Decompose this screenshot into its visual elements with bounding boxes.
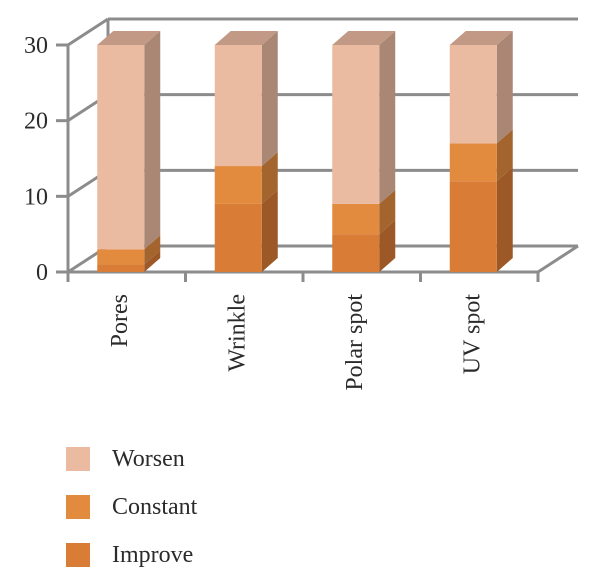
bar-wrinkle-improve — [214, 189, 278, 272]
y-tick-label-0: 0 — [36, 260, 48, 286]
legend-item-improve: Improve — [66, 534, 326, 576]
bar-front-face — [214, 45, 262, 167]
bar-polar-spot-worsen — [332, 31, 396, 204]
bar-front-face — [214, 166, 262, 204]
bar-side-face — [496, 167, 513, 272]
stacked-bar-chart: 0 10 20 30 Pores Wrinkle Polar spot UV spot — [24, 17, 579, 391]
bar-pores-worsen — [97, 31, 161, 250]
bar-top-face — [97, 31, 161, 45]
bar-side-face — [144, 31, 161, 250]
bar-front-face — [449, 181, 497, 272]
bar-wrinkle-worsen — [214, 31, 278, 167]
y-tick-label-1: 10 — [24, 184, 48, 210]
bar-top-face — [332, 31, 396, 45]
y-tick-label-3: 30 — [24, 33, 48, 59]
bar-side-face — [496, 129, 513, 182]
legend-label-improve: Improve — [112, 541, 194, 568]
bar-side-face — [379, 189, 396, 235]
bar-pores-improve — [97, 250, 161, 272]
bar-side-face — [261, 189, 278, 272]
y-tick-labels: 0 10 20 30 — [24, 33, 48, 286]
bar-top-face — [449, 31, 513, 45]
legend-label-constant: Constant — [112, 493, 198, 520]
bar-polar-spot-constant — [332, 189, 396, 235]
legend-label-worsen: Worsen — [112, 445, 185, 472]
bar-side-face — [261, 31, 278, 167]
legend-item-constant: Constant — [66, 486, 326, 528]
bar-front-face — [449, 143, 497, 182]
bar-uv-spot-constant — [449, 129, 513, 182]
bar-polar-spot-improve — [332, 220, 396, 272]
category-label-1: Wrinkle — [224, 294, 250, 372]
bar-front-face — [332, 234, 380, 272]
bar-wrinkle-constant — [214, 152, 278, 204]
bar-side-face — [379, 220, 396, 272]
bars-layer — [97, 31, 513, 272]
bar-side-face — [379, 31, 396, 204]
bar-side-face — [261, 152, 278, 204]
legend-item-worsen: Worsen — [66, 438, 326, 480]
bar-uv-spot-improve — [449, 167, 513, 272]
legend-swatch-worsen — [66, 447, 90, 471]
bar-front-face — [214, 203, 262, 272]
legend: Worsen Constant Improve — [66, 438, 326, 582]
bar-front-face — [332, 203, 380, 235]
bar-uv-spot-worsen — [449, 31, 513, 144]
bar-front-face — [97, 249, 145, 265]
bar-pores-constant — [97, 235, 161, 265]
bar-side-face — [144, 235, 161, 265]
bar-side-face — [496, 31, 513, 144]
bar-front-face — [332, 45, 380, 204]
y-tick-label-2: 20 — [24, 109, 48, 135]
category-labels: Pores Wrinkle Polar spot UV spot — [107, 294, 486, 391]
category-label-3: UV spot — [459, 294, 485, 375]
bar-front-face — [449, 45, 497, 144]
category-label-0: Pores — [107, 294, 133, 347]
floor-right-edge — [537, 244, 579, 274]
bar-top-face — [214, 31, 278, 45]
legend-swatch-improve — [66, 543, 90, 567]
legend-swatch-constant — [66, 495, 90, 519]
category-label-2: Polar spot — [342, 294, 368, 391]
bar-side-face — [144, 250, 161, 272]
bar-front-face — [97, 264, 145, 272]
bar-front-face — [97, 45, 145, 250]
gridline-diagonal-3 — [67, 17, 109, 47]
